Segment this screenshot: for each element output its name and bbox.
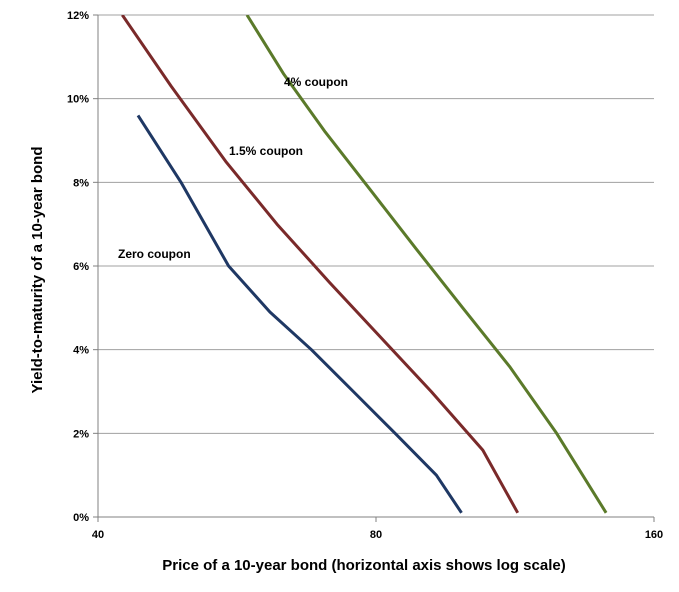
series-label-1-5-coupon: 1.5% coupon (229, 144, 303, 158)
series-labels: Zero coupon 1.5% coupon 4% coupon (118, 75, 348, 261)
axes (93, 14, 655, 522)
tick-labels: 0% 2% 4% 6% 8% 10% 12% 40 80 160 (67, 10, 663, 541)
series-line-1-5-coupon (121, 15, 520, 514)
x-tick-label: 160 (645, 529, 663, 541)
x-tick-label: 80 (370, 529, 382, 541)
gridlines (98, 14, 654, 434)
y-tick-label: 4% (73, 345, 89, 357)
y-tick-label: 10% (67, 94, 89, 106)
x-tick-label: 40 (92, 529, 104, 541)
y-tick-label: 2% (73, 428, 89, 440)
y-axis-title: Yield-to-maturity of a 10-year bond (29, 147, 46, 394)
series-lines (121, 15, 608, 514)
series-line-zero-coupon (136, 114, 463, 514)
y-tick-label: 6% (73, 261, 89, 273)
series-label-zero-coupon: Zero coupon (118, 247, 191, 261)
x-axis-title: Price of a 10-year bond (horizontal axis… (162, 557, 565, 574)
y-tick-label: 0% (73, 512, 89, 524)
y-tick-label: 12% (67, 10, 89, 22)
series-line-4-coupon (245, 15, 608, 514)
series-label-4-coupon: 4% coupon (284, 75, 348, 89)
y-tick-label: 8% (73, 177, 89, 189)
